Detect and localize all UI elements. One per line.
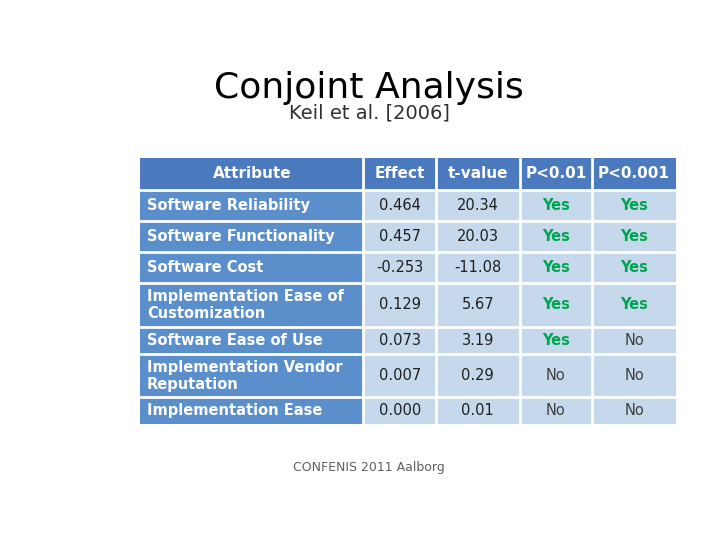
Text: Attribute: Attribute: [212, 166, 291, 181]
Bar: [436, 327, 520, 354]
Bar: [593, 327, 676, 354]
Bar: [520, 252, 593, 283]
Bar: [364, 354, 436, 397]
Text: 20.03: 20.03: [456, 229, 499, 244]
Text: Keil et al. [2006]: Keil et al. [2006]: [289, 103, 449, 122]
Text: P<0.01: P<0.01: [526, 166, 587, 181]
Bar: [593, 252, 676, 283]
Bar: [520, 327, 593, 354]
Bar: [364, 327, 436, 354]
Bar: [364, 252, 436, 283]
Bar: [593, 158, 676, 190]
Bar: [140, 158, 364, 190]
Text: Yes: Yes: [542, 298, 570, 313]
Bar: [436, 397, 520, 424]
Bar: [140, 354, 364, 397]
Bar: [140, 221, 364, 252]
Bar: [364, 158, 436, 190]
Text: 3.19: 3.19: [462, 333, 494, 348]
Text: Yes: Yes: [542, 260, 570, 275]
Text: 0.129: 0.129: [379, 298, 420, 313]
Text: 0.457: 0.457: [379, 229, 420, 244]
Text: P<0.001: P<0.001: [598, 166, 670, 181]
Bar: [520, 221, 593, 252]
Bar: [364, 397, 436, 424]
Bar: [140, 327, 364, 354]
Text: -0.253: -0.253: [376, 260, 423, 275]
Text: Yes: Yes: [620, 298, 648, 313]
Text: No: No: [624, 403, 644, 418]
Bar: [593, 190, 676, 221]
Text: t-value: t-value: [448, 166, 508, 181]
Text: No: No: [546, 368, 566, 383]
Text: Software Functionality: Software Functionality: [147, 229, 335, 244]
Bar: [520, 283, 593, 327]
Bar: [436, 283, 520, 327]
Text: No: No: [624, 333, 644, 348]
Bar: [364, 283, 436, 327]
Text: -11.08: -11.08: [454, 260, 501, 275]
Bar: [436, 158, 520, 190]
Text: CONFENIS 2011 Aalborg: CONFENIS 2011 Aalborg: [293, 461, 445, 474]
Text: 20.34: 20.34: [457, 198, 499, 213]
Text: 0.29: 0.29: [462, 368, 494, 383]
Bar: [436, 221, 520, 252]
Bar: [140, 190, 364, 221]
Bar: [593, 397, 676, 424]
Text: Yes: Yes: [620, 229, 648, 244]
Text: Yes: Yes: [542, 198, 570, 213]
Text: 0.01: 0.01: [462, 403, 494, 418]
Bar: [520, 397, 593, 424]
Text: 0.073: 0.073: [379, 333, 420, 348]
Text: Implementation Ease of
Customization: Implementation Ease of Customization: [147, 289, 343, 321]
Bar: [436, 354, 520, 397]
Bar: [593, 221, 676, 252]
Bar: [140, 283, 364, 327]
Bar: [364, 190, 436, 221]
Text: No: No: [546, 403, 566, 418]
Text: Implementation Vendor
Reputation: Implementation Vendor Reputation: [147, 360, 343, 392]
Text: 5.67: 5.67: [462, 298, 494, 313]
Bar: [593, 283, 676, 327]
Text: Software Ease of Use: Software Ease of Use: [147, 333, 323, 348]
Bar: [520, 354, 593, 397]
Bar: [140, 252, 364, 283]
Text: 0.000: 0.000: [379, 403, 420, 418]
Bar: [520, 190, 593, 221]
Bar: [436, 190, 520, 221]
Bar: [364, 221, 436, 252]
Text: Yes: Yes: [542, 333, 570, 348]
Text: 0.007: 0.007: [379, 368, 420, 383]
Text: Conjoint Analysis: Conjoint Analysis: [214, 71, 524, 105]
Text: No: No: [624, 368, 644, 383]
Bar: [593, 354, 676, 397]
Text: Software Reliability: Software Reliability: [147, 198, 310, 213]
Bar: [520, 158, 593, 190]
Text: 0.464: 0.464: [379, 198, 420, 213]
Bar: [140, 397, 364, 424]
Text: Yes: Yes: [542, 229, 570, 244]
Text: Yes: Yes: [620, 198, 648, 213]
Text: Software Cost: Software Cost: [147, 260, 264, 275]
Bar: [436, 252, 520, 283]
Text: Implementation Ease: Implementation Ease: [147, 403, 323, 418]
Text: Effect: Effect: [374, 166, 425, 181]
Text: Yes: Yes: [620, 260, 648, 275]
